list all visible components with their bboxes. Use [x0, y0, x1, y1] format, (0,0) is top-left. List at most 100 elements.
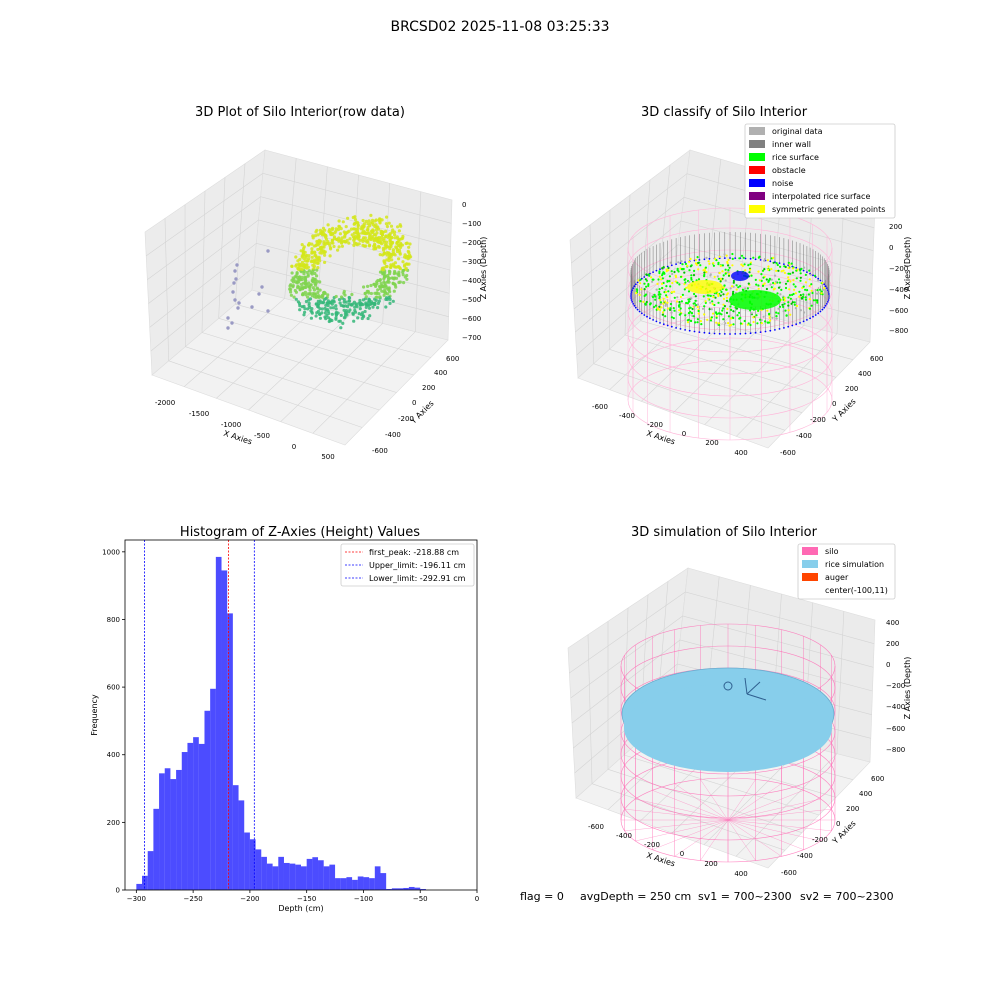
- hist-reference-lines: [144, 540, 255, 890]
- surface-point: [669, 308, 672, 311]
- grid-line: [235, 163, 246, 305]
- hist-bar: [340, 878, 347, 890]
- raw-point: [323, 291, 327, 295]
- raw-point: [314, 283, 318, 287]
- surface-point: [735, 284, 738, 287]
- surface-point: [788, 263, 791, 266]
- raw-point: [316, 261, 320, 265]
- surface-point: [690, 274, 693, 277]
- surface-point: [781, 303, 784, 306]
- raw-point: [332, 300, 336, 304]
- raw-point: [301, 291, 305, 296]
- surface-point: [688, 280, 691, 284]
- raw-ztick: −500: [462, 296, 481, 304]
- raw-xtick: 500: [321, 453, 334, 461]
- surface-point: [726, 307, 729, 311]
- surface-point: [659, 298, 662, 301]
- raw-zlabel: Z Axies (Depth): [479, 237, 488, 300]
- raw-ztick: −700: [462, 334, 481, 342]
- surface-point: [808, 307, 812, 310]
- surface-point: [811, 291, 814, 295]
- surface-point: [770, 278, 773, 281]
- raw-outlier-point: [236, 306, 240, 310]
- raw-point: [334, 227, 338, 231]
- surface-point: [712, 295, 715, 298]
- surface-point: [681, 293, 685, 296]
- noise-point: [632, 303, 635, 305]
- surface-point: [799, 294, 802, 297]
- raw-point: [385, 224, 389, 229]
- surface-point: [665, 294, 668, 297]
- legend-label: center(-100,11): [825, 586, 888, 595]
- raw-point: [290, 278, 294, 282]
- surface-point: [668, 280, 671, 283]
- surface-point: [782, 310, 785, 313]
- raw-point: [382, 238, 386, 243]
- surface-point: [758, 279, 762, 282]
- raw-point: [396, 243, 400, 247]
- raw-point: [407, 245, 411, 249]
- noise-point: [806, 319, 808, 321]
- noise-point: [643, 276, 646, 278]
- raw-point: [374, 295, 378, 299]
- surface-point: [674, 275, 678, 279]
- silo-floor-spoke: [727, 798, 821, 821]
- hist-ylabel: Frequency: [90, 694, 99, 736]
- surface-point: [788, 288, 791, 291]
- surface-point: [730, 323, 733, 326]
- raw-point: [404, 256, 408, 260]
- surface-point: [719, 277, 722, 280]
- hist-bar: [272, 866, 279, 890]
- surface-point: [658, 271, 661, 275]
- surface-point: [763, 282, 766, 285]
- noise-point: [649, 317, 651, 320]
- surface-point: [791, 293, 794, 296]
- surface-point: [714, 296, 717, 299]
- raw-point: [313, 253, 317, 257]
- raw-point: [331, 306, 335, 310]
- surface-point: [722, 274, 725, 277]
- surface-point: [664, 315, 667, 318]
- surface-point: [676, 281, 679, 284]
- raw-point: [339, 227, 343, 231]
- hist-bar: [278, 856, 284, 890]
- surface-point: [702, 295, 705, 298]
- noise-point: [659, 322, 661, 324]
- surface-point: [715, 321, 718, 324]
- raw-point: [319, 249, 323, 253]
- surface-point: [808, 269, 811, 272]
- noise-point: [826, 301, 829, 303]
- surface-point: [696, 305, 699, 309]
- surface-point: [704, 266, 708, 269]
- raw-point: [298, 275, 302, 279]
- surface-point: [738, 317, 741, 320]
- raw-point: [330, 241, 334, 245]
- panel-histogram: Histogram of Z-Axies (Height) Values −30…: [90, 525, 479, 913]
- surface-point: [722, 297, 726, 300]
- surface-point: [669, 261, 672, 264]
- raw-point: [311, 286, 315, 290]
- surface-point: [770, 286, 773, 289]
- raw-point: [369, 221, 373, 225]
- raw-point: [397, 239, 401, 243]
- raw-point: [328, 246, 333, 250]
- raw-point: [298, 308, 302, 312]
- surface-point: [724, 272, 727, 275]
- surface-point: [697, 268, 700, 271]
- status-avg-depth: avgDepth = 250 cm: [580, 890, 691, 903]
- surface-point: [729, 305, 732, 308]
- noise-point: [636, 308, 639, 311]
- surface-point: [744, 287, 747, 290]
- noise-point: [734, 333, 737, 335]
- raw-xtick: -1000: [221, 421, 241, 429]
- noise-point: [817, 277, 820, 280]
- surface-point: [669, 307, 672, 310]
- raw-ztick: 0: [462, 201, 466, 209]
- raw-point: [351, 311, 355, 315]
- surface-point: [645, 300, 648, 304]
- surface-point: [767, 321, 771, 324]
- raw-point: [374, 246, 378, 250]
- hist-bar: [403, 887, 409, 890]
- surface-point: [736, 314, 739, 317]
- raw-point: [379, 282, 383, 286]
